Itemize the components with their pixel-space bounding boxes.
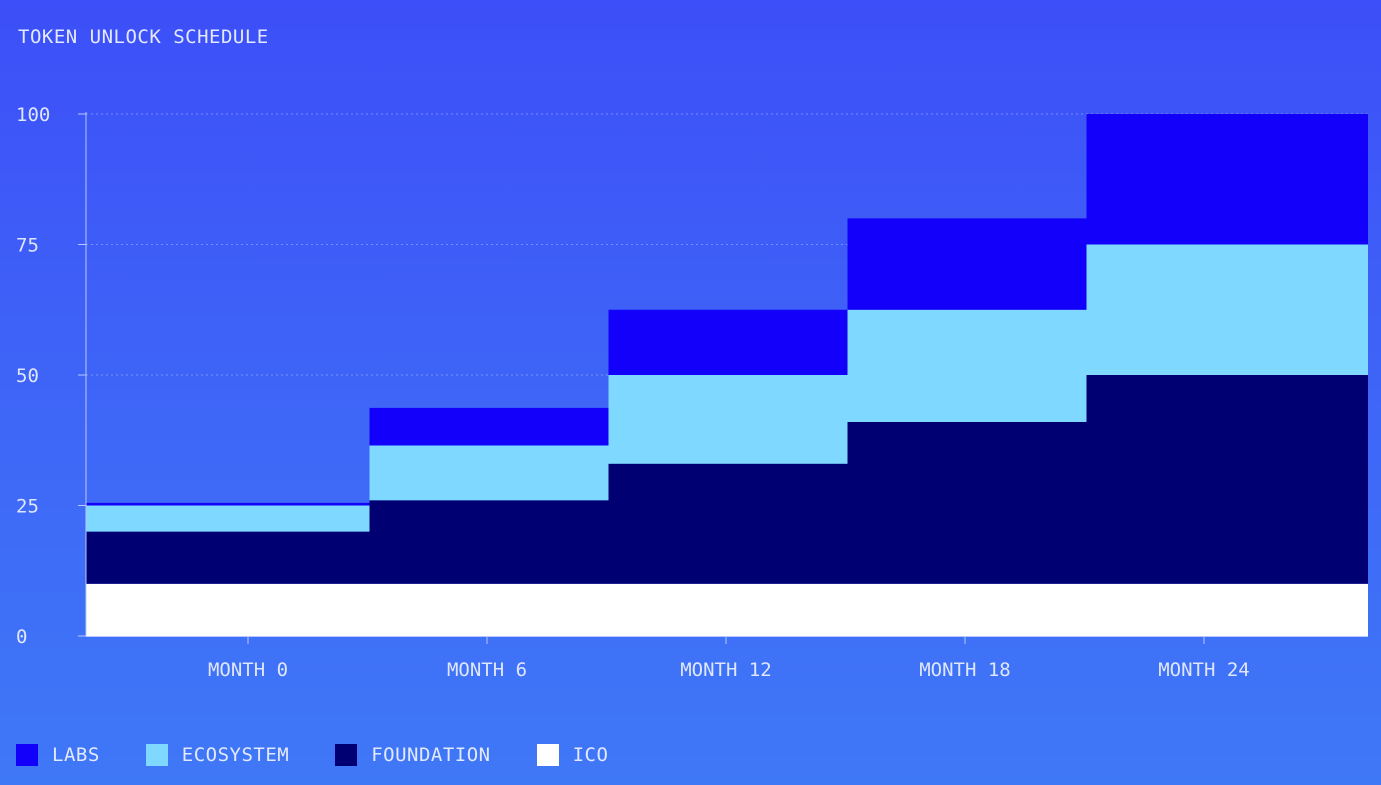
bar-ecosystem-1 [369,445,609,501]
y-tick-label-25: 25 [16,496,39,518]
bar-ecosystem-0 [86,505,370,532]
x-tick-label-3: MONTH 18 [919,659,1011,681]
y-tick-label-100: 100 [16,104,50,126]
bar-foundation-4 [1086,375,1368,584]
chart-title: TOKEN UNLOCK SCHEDULE [18,26,269,48]
bar-ecosystem-4 [1086,244,1368,375]
bar-ico-1 [369,583,609,636]
bar-ico-4 [1086,583,1368,636]
legend-label-ecosystem: ECOSYSTEM [181,744,290,766]
y-tick-label-0: 0 [16,626,27,648]
legend-label-labs: LABS [52,744,100,766]
x-tick-label-2: MONTH 12 [680,659,772,681]
bar-foundation-2 [608,463,848,584]
legend: LABS ECOSYSTEM FOUNDATION ICO [16,744,608,766]
bar-labs-4 [1086,114,1368,245]
bar-ico-0 [86,583,370,636]
bar-foundation-3 [847,421,1087,584]
legend-item-labs: LABS [16,744,100,766]
legend-label-foundation: FOUNDATION [371,744,491,766]
bar-labs-3 [847,218,1087,310]
y-tick-label-75: 75 [16,235,39,257]
bar-ecosystem-2 [608,375,848,464]
legend-item-ico: ICO [536,744,609,766]
legend-swatch-labs [16,744,38,766]
bar-labs-0 [86,502,370,506]
legend-swatch-ecosystem [145,744,168,766]
legend-swatch-foundation [335,744,358,766]
bar-ico-2 [608,583,848,636]
bar-labs-2 [608,309,848,375]
x-tick-label-1: MONTH 6 [447,659,527,681]
legend-label-ico: ICO [572,744,609,766]
x-tick-label-4: MONTH 24 [1158,659,1250,681]
legend-item-ecosystem: ECOSYSTEM [145,744,290,766]
bar-ico-3 [847,583,1087,636]
y-tick-label-50: 50 [16,365,39,387]
legend-item-foundation: FOUNDATION [335,744,490,766]
axis-layer: MONTH 0 MONTH 6 MONTH 12 MONTH 18 MONTH 24 [85,112,1368,681]
bar-ecosystem-3 [847,309,1087,422]
legend-swatch-ico [536,744,559,766]
x-tick-label-0: MONTH 0 [208,659,288,681]
bar-foundation-1 [369,500,609,584]
bar-labs-1 [369,407,609,446]
bars-layer [86,114,1368,636]
bar-foundation-0 [86,531,370,584]
